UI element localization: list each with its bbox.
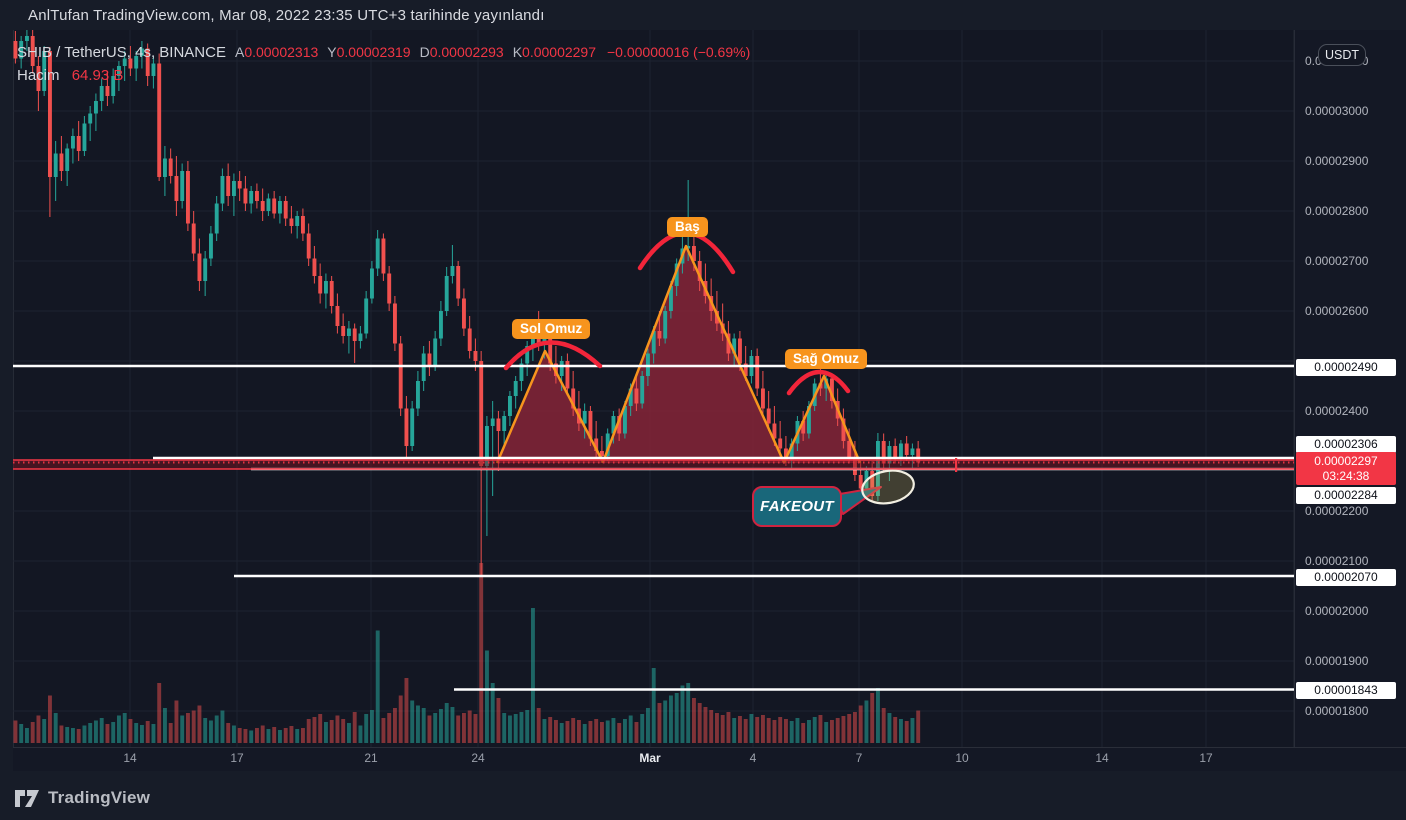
low-value: 0.00002293 [429, 44, 504, 60]
time-axis-label: 24 [471, 751, 485, 765]
price-level-badge: 0.00001843 [1296, 682, 1396, 699]
head-and-shoulders-fill [497, 246, 860, 463]
price-axis-label: 0.00002100 [1305, 554, 1369, 568]
price-level-badge: 0.00002070 [1296, 569, 1396, 586]
tradingview-brand-text: TradingView [48, 788, 151, 807]
price-axis-label: 0.00001900 [1305, 654, 1369, 668]
legend-volume-row: Hacim 64.93 B [17, 67, 750, 84]
fakeout-highlight-ellipse [861, 469, 915, 505]
head-label[interactable]: Baş [667, 217, 708, 237]
current-price-badge: 0.00002297 03:24:38 [1296, 452, 1396, 485]
close-label: K [512, 44, 523, 60]
tradingview-logo-icon [15, 789, 39, 807]
high-value: 0.00002319 [336, 44, 411, 60]
time-axis-label: 14 [1095, 751, 1109, 765]
volume-bars [13, 563, 921, 743]
price-axis-label: 0.00001800 [1305, 704, 1369, 718]
volume-value: 64.93 B [71, 67, 124, 84]
price-line-handle [955, 458, 958, 472]
high-label: Y [327, 44, 337, 60]
price-axis-label: 0.00002000 [1305, 604, 1369, 618]
right-shoulder-label[interactable]: Sağ Omuz [785, 349, 868, 369]
open-label: A [234, 44, 245, 60]
open-value: 0.00002313 [244, 44, 319, 60]
price-axis-label: 0.00002700 [1305, 254, 1369, 268]
price-axis-label: 0.00002600 [1305, 304, 1369, 318]
time-axis-label: Mar [639, 751, 661, 765]
price-level-badge: 0.00002490 [1296, 359, 1396, 376]
time-axis-background[interactable] [13, 747, 1406, 771]
currency-toggle-button[interactable]: USDT [1318, 44, 1366, 66]
tradingview-footer[interactable]: TradingView [14, 788, 150, 808]
symbol-title: SHIB / TetherUS, 4s, BINANCE [17, 44, 226, 61]
time-axis-label: 17 [1199, 751, 1213, 765]
price-axis-label: 0.00003000 [1305, 104, 1369, 118]
legend-ohlc-row: SHIB / TetherUS, 4s, BINANCE A0.00002313… [17, 44, 750, 61]
time-axis-label: 17 [230, 751, 244, 765]
price-axis-label: 0.00002900 [1305, 154, 1369, 168]
time-axis-label: 14 [123, 751, 137, 765]
price-axis[interactable]: 0.000031000.000030000.000029000.00002800… [1294, 0, 1406, 770]
publish-attribution: AnlTufan TradingView.com, Mar 08, 2022 2… [28, 7, 545, 24]
left-shoulder-label[interactable]: Sol Omuz [512, 319, 591, 339]
price-axis-background[interactable] [1294, 30, 1406, 747]
time-axis[interactable]: 14 17 21 24 Mar 4 7 10 14 17 [0, 747, 1406, 770]
bar-countdown: 03:24:38 [1322, 469, 1370, 483]
price-axis-label: 0.00002800 [1305, 204, 1369, 218]
price-axis-label: 0.00002400 [1305, 404, 1369, 418]
time-axis-label: 21 [364, 751, 378, 765]
symbol-legend[interactable]: SHIB / TetherUS, 4s, BINANCE A0.00002313… [17, 44, 750, 84]
price-level-badge: 0.00002284 [1296, 487, 1396, 504]
low-label: D [419, 44, 430, 60]
volume-label: Hacim [17, 67, 60, 84]
price-level-badge: 0.00002306 [1296, 436, 1396, 453]
time-axis-label: 10 [955, 751, 969, 765]
candles [13, 30, 921, 577]
close-value: 0.00002297 [522, 44, 596, 60]
fakeout-callout[interactable]: FAKEOUT [752, 486, 842, 527]
time-axis-label: 7 [855, 751, 863, 765]
price-axis-label: 0.00002200 [1305, 504, 1369, 518]
gridlines [13, 30, 1295, 747]
time-axis-label: 4 [749, 751, 757, 765]
change-value: −0.00000016 (−0.69%) [607, 44, 751, 60]
drawing-overlays [13, 230, 1294, 691]
